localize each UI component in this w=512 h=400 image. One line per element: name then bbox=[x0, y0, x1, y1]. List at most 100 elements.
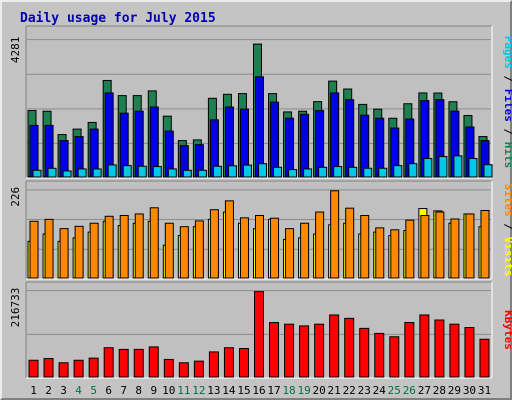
x-tick-label-day-6: 6 bbox=[105, 384, 112, 397]
bar-files-day-16 bbox=[255, 76, 264, 178]
bar-files-day-17 bbox=[270, 101, 280, 178]
bar-sites-day-9 bbox=[149, 207, 159, 279]
chart-title: Daily usage for July 2015 bbox=[20, 11, 216, 26]
bar-kbytes-day-8 bbox=[133, 348, 144, 378]
x-tick-label-day-14: 14 bbox=[222, 384, 236, 397]
bar-sites-day-28 bbox=[435, 211, 445, 279]
bar-kbytes-day-9 bbox=[148, 346, 159, 378]
bar-pages-day-11 bbox=[182, 169, 192, 178]
bar-sites-day-23 bbox=[360, 215, 370, 279]
bar-kbytes-day-28 bbox=[434, 319, 445, 378]
bar-pages-day-22 bbox=[348, 166, 358, 178]
bar-files-day-21 bbox=[330, 92, 340, 178]
bar-sites-day-31 bbox=[480, 209, 490, 279]
bar-pages-day-31 bbox=[483, 164, 493, 178]
x-tick-label-day-10: 10 bbox=[162, 384, 175, 397]
ymax-label-visits-sites: 226 bbox=[9, 187, 22, 207]
bar-sites-day-11 bbox=[179, 226, 189, 279]
bar-files-day-19 bbox=[300, 113, 310, 178]
bar-sites-day-30 bbox=[465, 213, 475, 279]
bar-sites-day-22 bbox=[345, 207, 355, 279]
bar-pages-day-10 bbox=[167, 168, 177, 178]
bar-pages-day-1 bbox=[32, 169, 42, 178]
legend-hits: Hits bbox=[502, 142, 512, 169]
bar-pages-day-4 bbox=[77, 168, 87, 178]
bar-pages-day-9 bbox=[152, 166, 162, 178]
bar-pages-day-27 bbox=[423, 158, 433, 178]
bar-sites-day-8 bbox=[134, 213, 144, 279]
x-tick-label-day-9: 9 bbox=[150, 384, 157, 397]
bar-sites-day-4 bbox=[74, 225, 84, 279]
bar-kbytes-day-24 bbox=[374, 332, 385, 378]
bar-kbytes-day-21 bbox=[329, 314, 340, 378]
bar-kbytes-day-19 bbox=[299, 325, 310, 378]
legend-separator: / bbox=[502, 217, 512, 237]
x-tick-label-day-27: 27 bbox=[418, 384, 431, 397]
x-tick-label-day-21: 21 bbox=[328, 384, 341, 397]
bar-pages-day-26 bbox=[408, 163, 418, 178]
bar-pages-day-21 bbox=[333, 166, 343, 178]
legend-files: Files bbox=[502, 89, 512, 122]
bar-sites-day-3 bbox=[59, 228, 69, 279]
bar-pages-day-8 bbox=[137, 165, 147, 178]
bar-sites-day-25 bbox=[390, 229, 400, 279]
x-tick-label-day-17: 17 bbox=[267, 384, 280, 397]
bar-sites-day-12 bbox=[194, 220, 204, 279]
x-tick-label-day-8: 8 bbox=[135, 384, 142, 397]
x-tick-label-day-1: 1 bbox=[30, 384, 37, 397]
bar-kbytes-day-13 bbox=[208, 351, 219, 378]
x-tick-label-day-5: 5 bbox=[90, 384, 97, 397]
bar-kbytes-day-3 bbox=[58, 362, 69, 378]
bar-sites-day-5 bbox=[89, 222, 99, 279]
x-tick-label-day-12: 12 bbox=[192, 384, 205, 397]
bar-pages-day-18 bbox=[288, 169, 298, 178]
x-tick-label-day-25: 25 bbox=[388, 384, 401, 397]
x-tick-label-day-24: 24 bbox=[373, 384, 387, 397]
bar-pages-day-13 bbox=[212, 165, 222, 178]
bar-pages-day-14 bbox=[227, 165, 237, 178]
x-tick-label-day-30: 30 bbox=[463, 384, 476, 397]
bar-sites-day-26 bbox=[405, 219, 415, 279]
bar-files-day-18 bbox=[285, 117, 295, 178]
bar-pages-day-17 bbox=[273, 166, 283, 178]
bar-sites-day-24 bbox=[375, 227, 385, 279]
bar-sites-day-1 bbox=[29, 220, 39, 279]
bar-pages-day-5 bbox=[92, 168, 102, 178]
bar-sites-day-17 bbox=[270, 217, 280, 279]
legend-separator: / bbox=[502, 122, 512, 142]
bar-files-day-22 bbox=[345, 99, 355, 178]
bar-kbytes-day-4 bbox=[73, 359, 84, 378]
bar-pages-day-12 bbox=[197, 169, 207, 178]
x-tick-label-day-2: 2 bbox=[45, 384, 52, 397]
bar-pages-day-25 bbox=[393, 165, 403, 178]
bar-kbytes-day-14 bbox=[223, 347, 234, 378]
bar-sites-day-18 bbox=[285, 228, 295, 279]
bar-sites-day-16 bbox=[255, 215, 264, 279]
ymax-label-hits-files-pages: 4281 bbox=[9, 37, 22, 64]
bar-pages-day-16 bbox=[258, 163, 267, 178]
bar-kbytes-day-18 bbox=[284, 323, 295, 378]
bar-kbytes-day-11 bbox=[178, 362, 189, 378]
x-tick-label-day-13: 13 bbox=[207, 384, 220, 397]
bar-kbytes-day-6 bbox=[103, 347, 114, 378]
x-tick-label-day-26: 26 bbox=[403, 384, 416, 397]
bar-pages-day-2 bbox=[47, 167, 57, 178]
bar-sites-day-13 bbox=[209, 209, 219, 279]
bar-pages-day-30 bbox=[468, 158, 478, 178]
bar-kbytes-day-29 bbox=[449, 323, 460, 378]
bar-kbytes-day-26 bbox=[404, 322, 415, 378]
bar-sites-day-15 bbox=[239, 217, 249, 279]
legend-kbytes: KBytes bbox=[502, 310, 512, 350]
bar-kbytes-day-10 bbox=[163, 358, 174, 378]
legend-visits-sites: Sites / Visits bbox=[502, 184, 512, 277]
legend-hits-files-pages: Pages / Files / Hits bbox=[502, 36, 512, 169]
x-tick-label-day-28: 28 bbox=[433, 384, 446, 397]
legend-pages: Pages bbox=[502, 36, 512, 69]
x-tick-label-day-19: 19 bbox=[297, 384, 310, 397]
bar-kbytes-day-27 bbox=[419, 314, 430, 378]
bar-kbytes-day-20 bbox=[314, 323, 325, 378]
x-tick-label-day-16: 16 bbox=[252, 384, 265, 397]
bar-kbytes-day-23 bbox=[359, 327, 370, 378]
bar-kbytes-day-25 bbox=[389, 336, 400, 378]
